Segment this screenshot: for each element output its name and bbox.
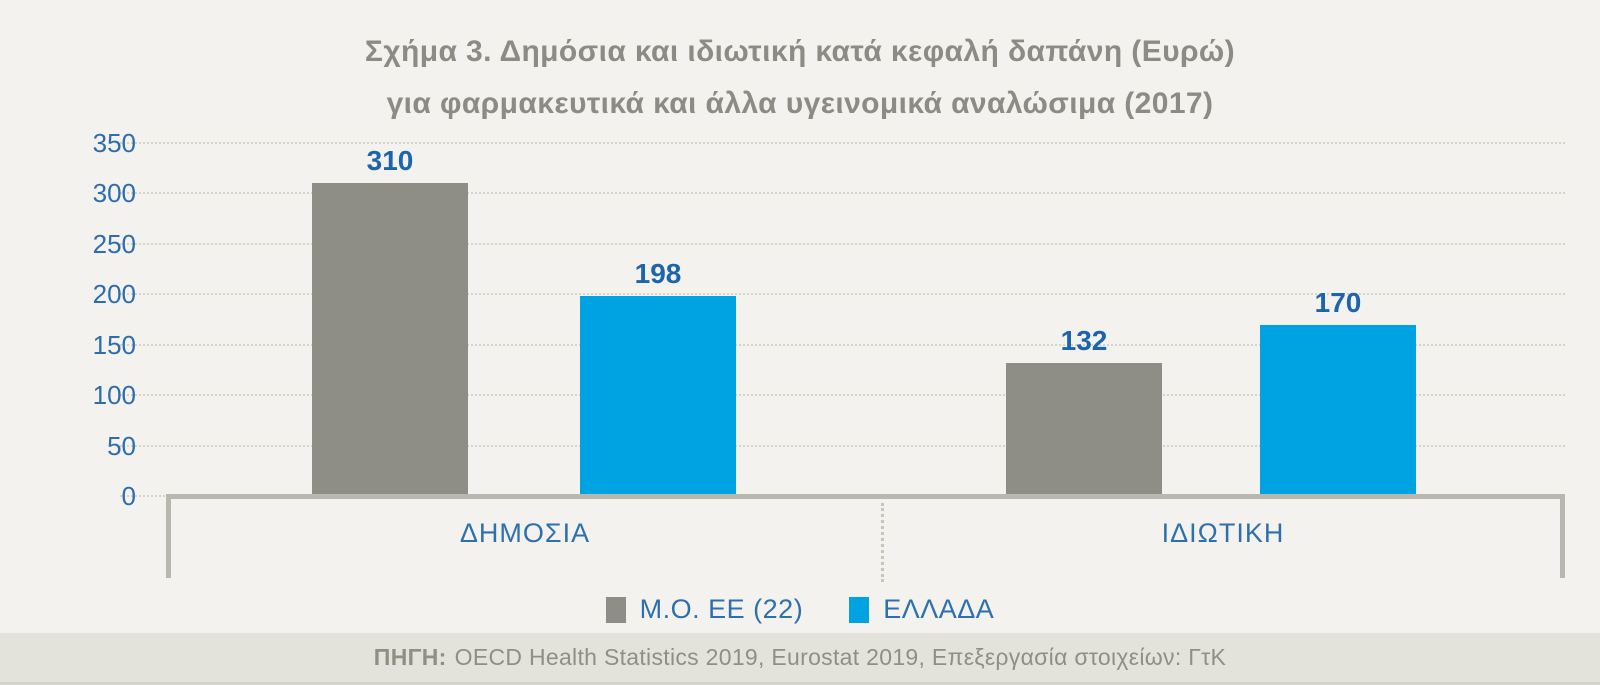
chart-title-line2: για φαρμακευτικά και άλλα υγεινομικά ανα… [386,87,1214,120]
y-axis-tick-label: 200 [92,279,136,310]
gridline-y100 [120,394,1565,397]
y-axis-tick-label: 0 [121,481,136,511]
legend-label-eu: Μ.Ο. ΕΕ (22) [639,594,804,624]
gridline-y150 [120,343,1565,346]
gridline-y250 [120,242,1565,245]
y-axis-tick-label: 50 [107,430,136,461]
category-label-private: ΙΔΙΩΤΙΚΗ [1161,518,1285,548]
y-axis-tick-label: 250 [92,228,136,259]
source-text: OECD Health Statistics 2019, Eurostat 20… [454,644,1227,670]
gridline-y300 [120,192,1565,195]
legend-item-eu: Μ.Ο. ΕΕ (22) [605,594,804,625]
category-separator-line [881,503,884,582]
legend-swatch-eu [605,596,626,623]
category-label-public: ΔΗΜΟΣΙΑ [459,518,591,548]
value-label: 170 [1314,287,1362,318]
x-axis-baseline [166,494,1565,578]
gridline-y350 [120,142,1565,144]
chart-title-line1: Σχήμα 3. Δημόσια και ιδιωτική κατά κεφαλ… [364,35,1236,68]
bar-greece-public [580,296,736,496]
source-label: ΠΗΓΗ: [373,644,447,670]
gridline-y50 [120,444,1565,447]
y-axis-tick-label: 100 [92,380,136,411]
value-label: 132 [1060,325,1108,356]
legend-swatch-greece [849,596,870,623]
gridline-y200 [120,293,1565,296]
value-label: 310 [366,145,414,176]
y-axis-tick-label: 350 [92,128,136,158]
y-axis-tick-label: 300 [92,178,136,209]
y-axis-tick-label: 150 [92,329,136,360]
chart-title: Σχήμα 3. Δημόσια και ιδιωτική κατά κεφαλ… [0,26,1600,130]
legend-label-greece: ΕΛΛΑΔΑ [883,594,995,624]
legend: Μ.Ο. ΕΕ (22) ΕΛΛΑΔΑ [0,594,1600,625]
bar-greece-private [1260,325,1416,496]
legend-item-greece: ΕΛΛΑΔΑ [849,594,994,625]
source-bar: ΠΗΓΗ: OECD Health Statistics 2019, Euros… [0,633,1600,685]
bar-eu-public [312,183,468,496]
value-label: 198 [634,258,682,289]
bar-eu-private [1006,363,1162,496]
